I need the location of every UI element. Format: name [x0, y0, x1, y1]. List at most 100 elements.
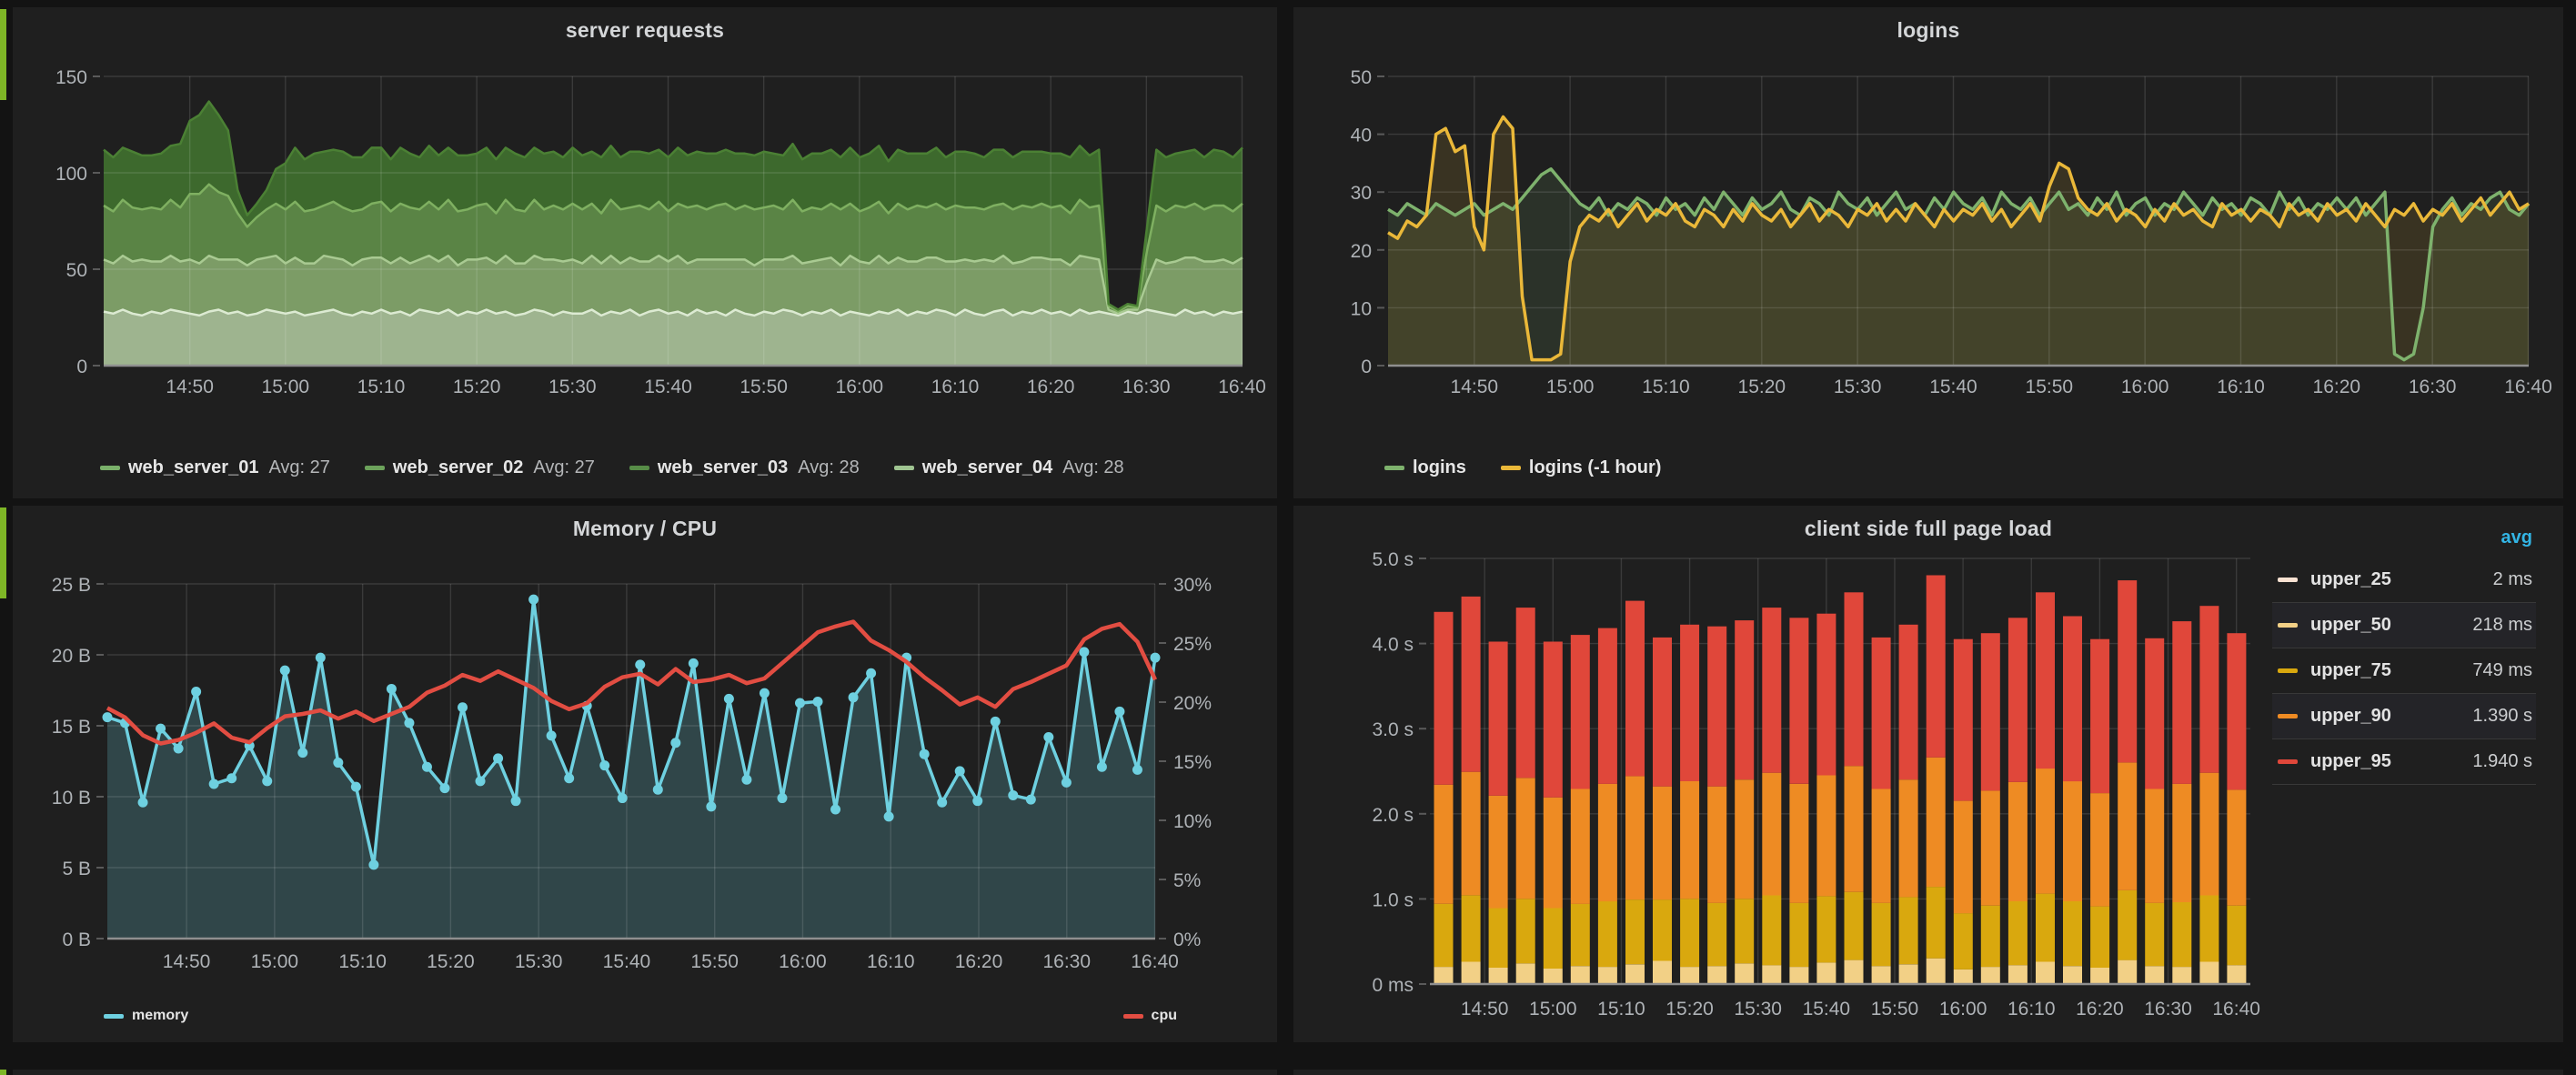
client-page-load-chart[interactable]: 14:50 15:00 15:10 15:20 15:30 15:40 15:50 16:00…	[1293, 506, 2563, 1042]
legend-label: upper_25	[2310, 569, 2391, 589]
legend-swatch	[2278, 714, 2298, 718]
svg-text:15:00: 15:00	[1529, 999, 1577, 1020]
panel-title-client-page-load[interactable]: client side full page load	[1804, 517, 2053, 540]
svg-text:15:20: 15:20	[453, 377, 501, 397]
legend-swatch	[629, 466, 649, 470]
svg-text:0%: 0%	[1173, 929, 1201, 950]
legend-row-upper_50[interactable]: upper_50 218 ms	[2272, 603, 2536, 648]
svg-text:20%: 20%	[1173, 693, 1212, 714]
svg-text:16:10: 16:10	[2217, 377, 2265, 397]
panel-memory-cpu: Memory / CPU 14:50 15:00 15:10 15:20 15:30 15…	[13, 506, 1277, 1042]
svg-text:16:20: 16:20	[955, 951, 1003, 972]
legend-row-upper_75[interactable]: upper_75 749 ms	[2272, 648, 2536, 694]
legend-label: memory	[132, 1008, 189, 1023]
legend-avg-value: 218 ms	[2472, 615, 2532, 635]
svg-text:25 B: 25 B	[52, 575, 91, 596]
svg-text:10: 10	[1351, 298, 1372, 319]
svg-text:40: 40	[1351, 126, 1372, 146]
svg-text:15:40: 15:40	[1803, 999, 1851, 1020]
legend-swatch	[2278, 759, 2298, 764]
svg-text:15:10: 15:10	[1642, 377, 1690, 397]
legend-avg-value: Avg: 27	[268, 457, 330, 477]
svg-text:14:50: 14:50	[166, 377, 214, 397]
legend-label: upper_90	[2310, 706, 2391, 726]
svg-text:3.0 s: 3.0 s	[1372, 719, 1414, 740]
svg-text:15%: 15%	[1173, 752, 1212, 773]
svg-text:15:20: 15:20	[427, 951, 475, 972]
legend-swatch	[1500, 466, 1521, 470]
legend-item-cpu[interactable]: cpu	[1122, 1008, 1177, 1024]
legend-avg-value: 1.940 s	[2472, 751, 2532, 771]
legend-swatch	[104, 1013, 124, 1019]
legend-item-logins[interactable]: logins	[1384, 457, 1466, 478]
legend-item-memory[interactable]: memory	[104, 1008, 188, 1024]
svg-text:5.0 s: 5.0 s	[1372, 549, 1414, 570]
svg-text:16:40: 16:40	[1131, 951, 1179, 972]
legend-avg-value: 2 ms	[2492, 569, 2532, 589]
svg-text:25%: 25%	[1173, 634, 1212, 655]
svg-text:15:30: 15:30	[515, 951, 563, 972]
legend-label: upper_75	[2310, 660, 2391, 680]
panel-client-page-load: client side full page load 14:50 15:00 15:…	[1293, 506, 2563, 1042]
logins-chart[interactable]: 14:50 15:00 15:10 15:20 15:30 15:40 15:50 16:00…	[1293, 7, 2563, 498]
svg-text:0: 0	[1361, 357, 1372, 377]
svg-text:16:20: 16:20	[1027, 377, 1075, 397]
next-row-panel-edge-right	[1293, 1070, 2563, 1075]
legend-item-web_server_03[interactable]: web_server_03 Avg: 28	[629, 457, 860, 478]
next-row-panel-edge-left	[13, 1070, 1277, 1075]
svg-text:30%: 30%	[1173, 575, 1212, 596]
legend-item-logins (-1 hour)[interactable]: logins (-1 hour)	[1500, 457, 1661, 478]
svg-text:15 B: 15 B	[52, 717, 91, 738]
legend-swatch	[364, 466, 385, 470]
svg-text:10%: 10%	[1173, 811, 1212, 832]
svg-text:16:40: 16:40	[1218, 377, 1266, 397]
legend-label: web_server_04	[921, 457, 1053, 477]
svg-text:15:50: 15:50	[2026, 377, 2074, 397]
svg-text:15:30: 15:30	[1834, 377, 1882, 397]
legend-label: cpu	[1151, 1008, 1177, 1023]
svg-text:16:10: 16:10	[2007, 999, 2056, 1020]
svg-text:15:50: 15:50	[1871, 999, 1919, 1020]
svg-text:100: 100	[55, 164, 87, 185]
legend-item-web_server_02[interactable]: web_server_02 Avg: 27	[364, 457, 595, 478]
svg-text:16:10: 16:10	[867, 951, 915, 972]
svg-text:16:30: 16:30	[2144, 999, 2192, 1020]
panel-title-server-requests[interactable]: server requests	[565, 18, 725, 42]
svg-text:16:30: 16:30	[2409, 377, 2457, 397]
legend-row-upper_90[interactable]: upper_90 1.390 s	[2272, 694, 2536, 739]
svg-text:15:30: 15:30	[548, 377, 597, 397]
svg-text:15:00: 15:00	[251, 951, 299, 972]
svg-text:15:40: 15:40	[603, 951, 651, 972]
svg-text:16:40: 16:40	[2212, 999, 2260, 1020]
svg-text:16:10: 16:10	[931, 377, 980, 397]
server-requests-chart[interactable]: 14:50 15:00 15:10 15:20 15:30 15:40 15:50 16:00…	[13, 7, 1277, 498]
svg-text:16:00: 16:00	[779, 951, 827, 972]
legend-swatch	[893, 466, 914, 470]
svg-text:150: 150	[55, 67, 87, 88]
panel-title-logins[interactable]: logins	[1897, 18, 1960, 42]
panel-server-requests: server requests 14:50 15:00 15:10 15:20 15:3…	[13, 7, 1277, 498]
legend-item-web_server_01[interactable]: web_server_01 Avg: 27	[100, 457, 330, 478]
legend-swatch	[2278, 578, 2298, 582]
svg-text:15:20: 15:20	[1738, 377, 1786, 397]
panel-title-memory-cpu[interactable]: Memory / CPU	[572, 517, 718, 540]
svg-text:16:20: 16:20	[2313, 377, 2361, 397]
legend-row-upper_25[interactable]: upper_25 2 ms	[2272, 558, 2536, 603]
legend-swatch	[2278, 623, 2298, 628]
svg-text:16:30: 16:30	[1042, 951, 1091, 972]
row-accent-strip-3	[0, 1070, 6, 1075]
legend-item-web_server_04[interactable]: web_server_04 Avg: 28	[893, 457, 1124, 478]
svg-text:15:40: 15:40	[644, 377, 692, 397]
svg-text:15:40: 15:40	[1929, 377, 1977, 397]
legend-row-upper_95[interactable]: upper_95 1.940 s	[2272, 739, 2536, 785]
legend-avg-value: Avg: 28	[1062, 457, 1124, 477]
legend-avg-value: Avg: 27	[533, 457, 595, 477]
legend-label: logins	[1413, 457, 1466, 477]
legend-avg-header[interactable]: avg	[2501, 527, 2532, 548]
svg-text:15:00: 15:00	[262, 377, 310, 397]
svg-text:15:50: 15:50	[690, 951, 739, 972]
memory-cpu-legend: memory cpu	[104, 1008, 1177, 1024]
memory-cpu-chart[interactable]: 14:50 15:00 15:10 15:20 15:30 15:40 15:50 16:00…	[13, 506, 1277, 1042]
svg-text:15:10: 15:10	[338, 951, 387, 972]
